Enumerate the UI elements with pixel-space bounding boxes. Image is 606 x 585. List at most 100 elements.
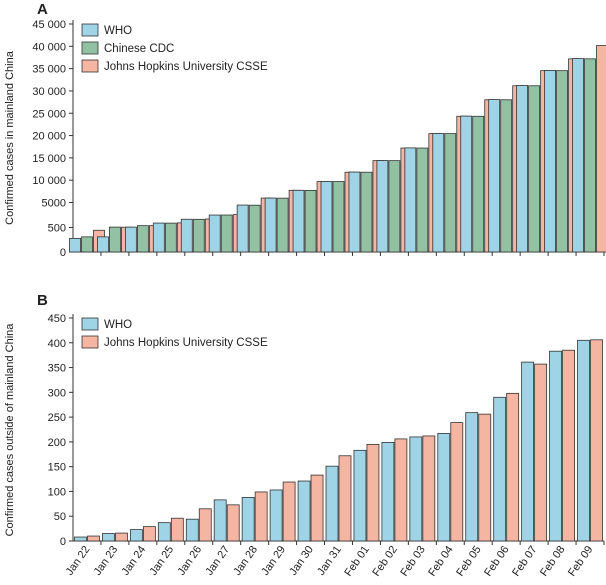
bar-jhu-feb-08 (562, 349, 575, 542)
bar-cdc-jan-22 (81, 236, 93, 253)
bar-jhu-jan-30 (310, 474, 324, 542)
y-tick-label: 100 (48, 486, 66, 498)
legend-label-who: WHO (104, 319, 132, 331)
bar-who-jan-26 (185, 518, 199, 542)
x-tick-label: Feb 05 (454, 544, 483, 579)
bar-jhu-feb-03 (422, 435, 436, 542)
bar-cdc-feb-03 (416, 147, 429, 253)
bar-cdc-feb-08 (556, 70, 568, 253)
legend-label-jhu: Johns Hopkins University CSSE (104, 61, 268, 73)
y-tick-label: 15 000 (32, 153, 66, 165)
x-tick-label: Feb 09 (566, 544, 595, 579)
bar-who-feb-04 (432, 133, 445, 253)
bar-cdc-feb-04 (444, 133, 457, 253)
x-tick-label: Jan 25 (147, 544, 176, 578)
bar-who-feb-02 (376, 160, 389, 253)
bar-cdc-feb-07 (528, 85, 541, 253)
x-tick-label: Feb 07 (510, 544, 539, 579)
bar-who-jan-22 (69, 237, 81, 253)
legend-swatch-jhu (81, 335, 99, 349)
bar-cdc-jan-31 (332, 181, 345, 253)
bar-who-jan-29 (269, 489, 283, 542)
y-axis-label: Confirmed cases in mainland China (4, 50, 16, 225)
bar-who-jan-31 (320, 181, 333, 253)
panel-a: A Confirmed cases in mainland China 0 500 50… (4, 1, 606, 259)
panel-b: B Confirmed cases outside of mainland Chi… (4, 292, 605, 579)
y-tick-label: 20 000 (32, 131, 66, 143)
y-axis-label: Confirmed cases outside of mainland Chin… (4, 323, 16, 537)
bar-cdc-jan-26 (192, 218, 205, 253)
bar-jhu-jan-27 (226, 504, 240, 542)
bar-who-feb-09 (572, 58, 584, 253)
bar-cdc-jan-24 (136, 225, 149, 253)
bar-who-jan-24 (129, 529, 143, 542)
bar-cdc-feb-01 (360, 171, 373, 253)
bar-who-feb-07 (521, 361, 535, 542)
y-tick-label: 50 (54, 511, 66, 523)
panel-letter-a: A (37, 1, 48, 18)
bar-jhu-feb-09 (596, 45, 606, 253)
bar-cdc-feb-06 (500, 99, 513, 253)
bar-who-jan-30 (292, 189, 305, 253)
bar-who-jan-22 (74, 536, 87, 542)
y-tick-label: 30 000 (32, 86, 66, 98)
bar-jhu-jan-25 (170, 517, 184, 542)
x-tick-label: Jan 26 (175, 544, 204, 578)
legend-swatch-jhu (81, 59, 99, 73)
y-tick-label: 0 (60, 247, 66, 259)
y-tick-label: 40 000 (32, 41, 66, 53)
bar-who-jan-30 (297, 480, 311, 542)
bar-who-feb-06 (493, 396, 507, 542)
y-tick-label: 300 (48, 387, 66, 399)
legend-label-cdc: Chinese CDC (104, 43, 174, 55)
bar-who-jan-26 (180, 218, 193, 253)
bar-jhu-feb-06 (506, 392, 520, 542)
x-tick-label: Feb 08 (538, 544, 567, 579)
bar-who-feb-08 (549, 350, 562, 542)
panel-letter-b: B (37, 292, 48, 309)
legend-label-who: WHO (104, 25, 132, 37)
bar-jhu-feb-04 (450, 422, 464, 542)
legend-swatch-who (81, 317, 99, 331)
x-tick-label: Jan 28 (231, 544, 260, 578)
bar-cdc-feb-09 (584, 58, 596, 253)
bar-jhu-feb-05 (478, 413, 492, 542)
bar-cdc-jan-28 (248, 204, 261, 253)
y-tick-label: 35 000 (32, 64, 66, 76)
y-tick-label: 250 (48, 412, 66, 424)
legend-swatch-who (81, 23, 99, 37)
bar-who-jan-31 (325, 465, 339, 542)
x-tick-label: Feb 03 (398, 544, 427, 579)
bar-who-feb-07 (516, 85, 529, 253)
bar-cdc-jan-30 (304, 190, 317, 253)
x-tick-label: Jan 29 (259, 544, 288, 578)
legend-label-jhu: Johns Hopkins University CSSE (104, 337, 268, 349)
bar-who-jan-25 (152, 222, 165, 253)
legend-swatch-cdc (81, 41, 99, 55)
y-tick-label: 150 (48, 462, 66, 474)
bar-cdc-jan-29 (276, 197, 289, 253)
x-tick-label: Jan 22 (64, 544, 93, 578)
x-tick-label: Jan 31 (315, 544, 344, 578)
bar-who-jan-23 (102, 533, 115, 542)
y-tick-label: 400 (48, 338, 66, 350)
bar-who-jan-29 (264, 197, 277, 253)
x-tick-label: Jan 24 (120, 544, 149, 578)
bar-jhu-jan-31 (338, 455, 352, 542)
bar-jhu-jan-26 (198, 508, 212, 542)
y-tick-label: 25 000 (32, 108, 66, 120)
bar-jhu-feb-02 (394, 438, 408, 542)
bar-who-feb-06 (488, 99, 501, 253)
x-tick-label: Feb 04 (426, 544, 455, 579)
bar-who-jan-28 (241, 496, 255, 542)
bar-who-feb-08 (544, 70, 556, 253)
bar-jhu-jan-22 (87, 535, 100, 542)
bar-cdc-jan-23 (109, 226, 121, 253)
bar-jhu-jan-29 (282, 481, 296, 542)
x-tick-label: Jan 27 (203, 544, 232, 578)
bar-who-feb-05 (460, 115, 473, 253)
y-tick-label: 500 (48, 223, 66, 235)
bar-cdc-jan-25 (164, 222, 177, 253)
x-tick-label: Feb 06 (482, 544, 511, 579)
